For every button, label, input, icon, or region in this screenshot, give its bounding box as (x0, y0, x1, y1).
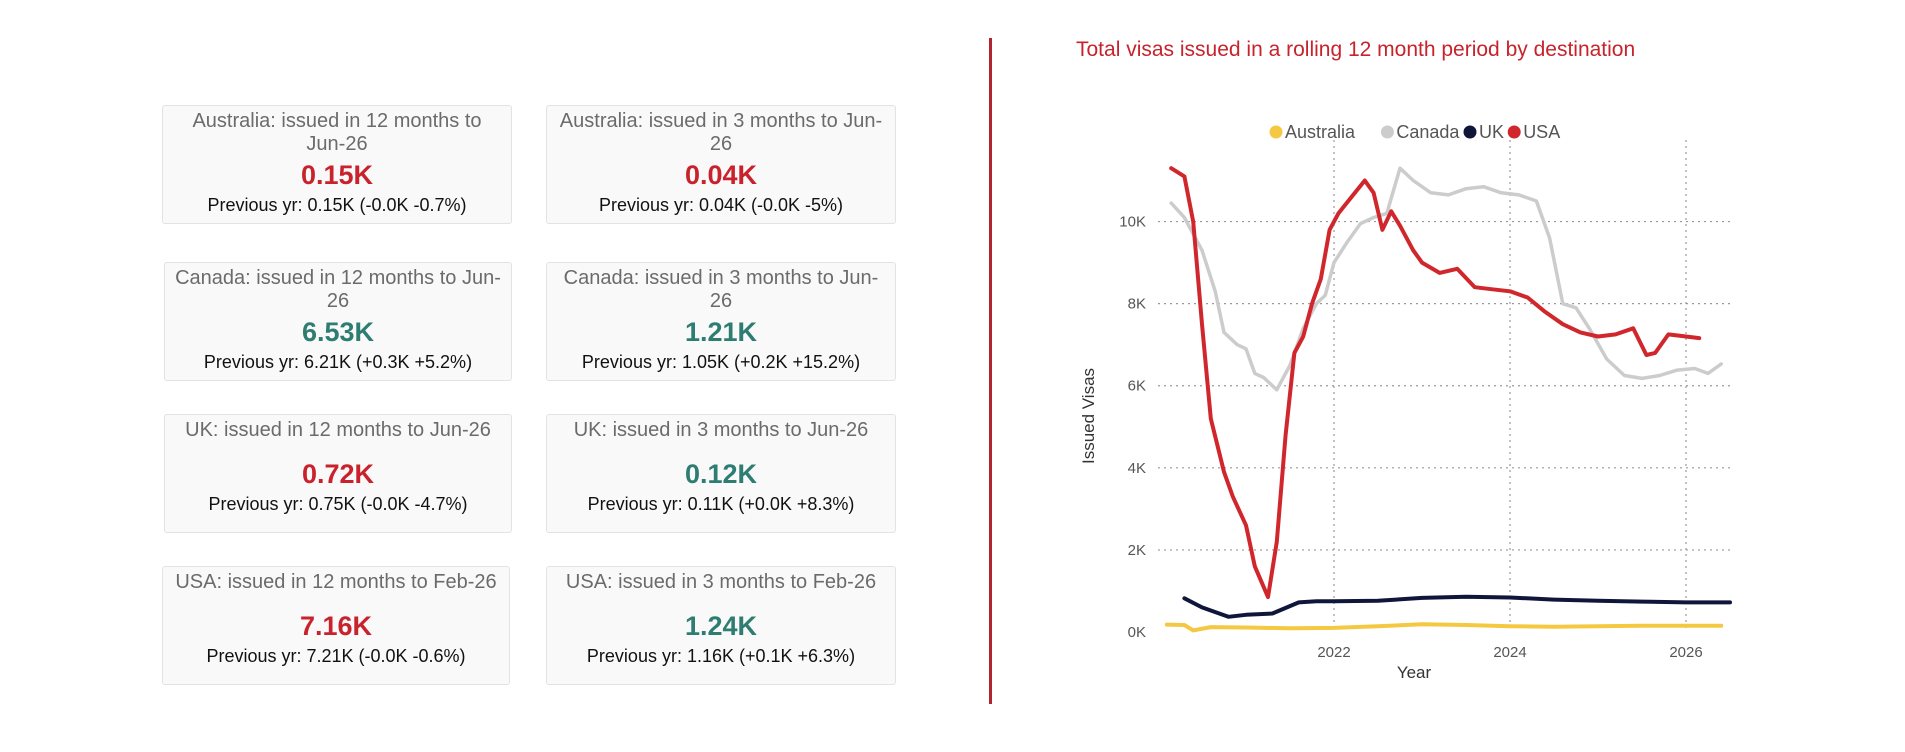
card-previous-year: Previous yr: 7.21K (-0.0K -0.6%) (206, 646, 466, 666)
card-title: UK: issued in 12 months to Jun-26 (185, 419, 491, 441)
card-title: Australia: issued in 3 months to Jun-26 (559, 110, 883, 155)
card-value: 1.21K (684, 317, 758, 347)
series-line-uk (1182, 594, 1732, 619)
section-divider (989, 38, 992, 704)
card-title: USA: issued in 12 months to Feb-26 (175, 571, 497, 593)
series-line-australia (1164, 622, 1724, 633)
y-tick-label: 0K (1128, 624, 1146, 641)
kpi-card-usa-3m[interactable]: USA: issued in 3 months to Feb-26 1.24K … (546, 566, 896, 685)
series-line-canada (1169, 166, 1723, 392)
card-previous-year: Previous yr: 0.11K (+0.0K +8.3%) (587, 494, 855, 514)
kpi-card-usa-12m[interactable]: USA: issued in 12 months to Feb-26 7.16K… (162, 566, 510, 685)
card-value: 0.15K (300, 160, 374, 190)
y-tick-label: 8K (1128, 296, 1146, 313)
line-chart: 0K 2K 4K 6K 8K 10K 2022 2024 2026 Year Issued Visa… (1079, 122, 1732, 682)
card-previous-year: Previous yr: 6.21K (+0.3K +5.2%) (203, 352, 473, 372)
kpi-card-canada-12m[interactable]: Canada: issued in 12 months to Jun-26 6.… (164, 262, 512, 381)
legend-marker-usa (1507, 125, 1521, 139)
card-title: Australia: issued in 12 months to Jun-26 (192, 110, 482, 155)
x-tick-label: 2024 (1493, 644, 1526, 661)
chart-title: Total visas issued in a rolling 12 month… (1076, 38, 1636, 61)
x-axis-label: Year (1397, 663, 1432, 682)
card-previous-year: Previous yr: 0.04K (-0.0K -5%) (598, 195, 844, 215)
chart-legend: Australia Canada UK USA (1269, 122, 1560, 142)
legend-label-canada: Canada (1396, 122, 1460, 142)
card-value: 7.16K (299, 611, 373, 641)
card-previous-year: Previous yr: 0.15K (-0.0K -0.7%) (207, 195, 467, 215)
legend-label-australia: Australia (1285, 122, 1356, 142)
y-axis-label: Issued Visas (1079, 368, 1098, 464)
y-tick-label: 4K (1128, 460, 1146, 477)
x-tick-label: 2022 (1317, 644, 1350, 661)
card-value: 0.12K (684, 459, 758, 489)
card-title: Canada: issued in 12 months to Jun-26 (175, 267, 501, 312)
kpi-card-australia-12m[interactable]: Australia: issued in 12 months to Jun-26… (162, 105, 512, 224)
kpi-card-uk-3m[interactable]: UK: issued in 3 months to Jun-26 0.12K P… (546, 414, 896, 533)
card-title: UK: issued in 3 months to Jun-26 (573, 419, 869, 441)
legend-marker-uk (1463, 125, 1477, 139)
y-tick-label: 10K (1119, 214, 1146, 231)
legend-marker-australia (1269, 125, 1283, 139)
card-previous-year: Previous yr: 1.16K (+0.1K +6.3%) (586, 646, 856, 666)
y-tick-label: 6K (1128, 378, 1146, 395)
y-tick-label: 2K (1128, 542, 1146, 559)
series-line-usa (1169, 166, 1702, 600)
card-previous-year: Previous yr: 1.05K (+0.2K +15.2%) (581, 352, 861, 372)
kpi-card-uk-12m[interactable]: UK: issued in 12 months to Jun-26 0.72K … (164, 414, 512, 533)
card-value: 0.72K (301, 459, 375, 489)
card-previous-year: Previous yr: 0.75K (-0.0K -4.7%) (208, 494, 468, 514)
legend-label-uk: UK (1479, 122, 1504, 142)
card-title: Canada: issued in 3 months to Jun-26 (563, 267, 879, 312)
card-value: 0.04K (684, 160, 758, 190)
card-title: USA: issued in 3 months to Feb-26 (565, 571, 877, 593)
legend-label-usa: USA (1523, 122, 1560, 142)
card-value: 6.53K (301, 317, 375, 347)
x-tick-label: 2026 (1669, 644, 1702, 661)
kpi-card-canada-3m[interactable]: Canada: issued in 3 months to Jun-26 1.2… (546, 262, 896, 381)
legend-marker-canada (1380, 125, 1394, 139)
kpi-card-australia-3m[interactable]: Australia: issued in 3 months to Jun-26 … (546, 105, 896, 224)
card-value: 1.24K (684, 611, 758, 641)
